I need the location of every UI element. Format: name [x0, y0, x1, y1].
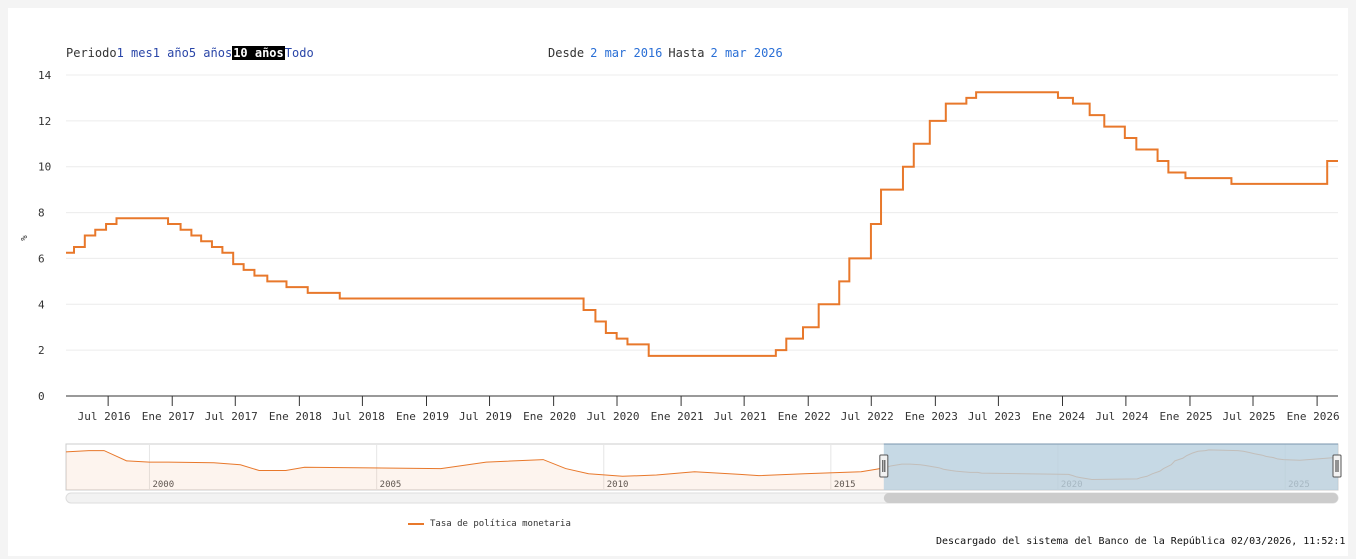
series-line-tasa-politica-monetaria[interactable]: [66, 91, 1338, 357]
date-from-label: Desde: [548, 46, 585, 60]
navigator-tick-label: 2005: [380, 480, 402, 490]
x-tick-label: Jul 2020: [587, 410, 640, 423]
scrollbar-thumb[interactable]: [883, 493, 1338, 503]
range-button-10-years[interactable]: 10 años: [232, 46, 285, 60]
navigator-tick-label: 2010: [607, 480, 629, 490]
range-button-all[interactable]: Todo: [284, 46, 314, 60]
x-tick-label: Jul 2018: [332, 410, 385, 423]
legend-item[interactable]: Tasa de política monetaria: [408, 519, 571, 529]
x-tick-label: Jul 2022: [841, 410, 894, 423]
x-tick-label: Ene 2026: [1287, 410, 1340, 423]
navigator-tick-label: 2015: [834, 480, 856, 490]
x-tick-label: Ene 2019: [396, 410, 449, 423]
x-tick-label: Jul 2021: [714, 410, 767, 423]
date-range: Desde 2 mar 2016 Hasta 2 mar 2026: [548, 45, 783, 61]
x-tick-label: Ene 2020: [523, 410, 576, 423]
y-tick-label: 4: [38, 298, 45, 311]
x-tick-label: Ene 2017: [142, 410, 195, 423]
x-tick-label: Ene 2024: [1032, 410, 1085, 423]
range-button-5-years[interactable]: 5 años: [188, 46, 233, 60]
y-tick-label: 2: [38, 344, 45, 357]
x-tick-label: Ene 2025: [1159, 410, 1212, 423]
x-tick-label: Jul 2023: [968, 410, 1021, 423]
y-tick-label: 6: [38, 252, 45, 265]
x-tick-label: Ene 2018: [269, 410, 322, 423]
x-tick-label: Jul 2017: [205, 410, 258, 423]
date-to-input[interactable]: 2 mar 2026: [710, 46, 783, 60]
plot-area[interactable]: [66, 91, 1338, 357]
y-axis: 0 2 4 6 8 10 12 14: [38, 69, 52, 403]
navigator-handle-right[interactable]: [1332, 454, 1342, 478]
y-tick-label: 12: [38, 115, 51, 128]
x-tick-label: Jul 2025: [1223, 410, 1276, 423]
date-to-label: Hasta: [668, 46, 705, 60]
navigator[interactable]: 200020052010201520202025: [65, 443, 1342, 504]
range-button-1-year[interactable]: 1 año: [152, 46, 189, 60]
range-button-1-month[interactable]: 1 mes: [116, 46, 153, 60]
credits: Descargado del sistema del Banco de la R…: [936, 536, 1346, 547]
legend-label: Tasa de política monetaria: [430, 519, 571, 529]
x-tick-label: Ene 2023: [905, 410, 958, 423]
navigator-tick-label: 2000: [152, 480, 174, 490]
y-tick-label: 14: [38, 69, 52, 82]
x-tick-label: Ene 2022: [778, 410, 831, 423]
y-axis-label: %: [20, 235, 30, 241]
x-axis: Jul 2016 Ene 2017 Jul 2017 Ene 2018 Jul 2018…: [66, 395, 1340, 423]
navigator-selection[interactable]: [883, 444, 1338, 490]
range-selector-label: Periodo: [66, 46, 117, 60]
x-tick-label: Ene 2021: [651, 410, 704, 423]
navigator-handle-left[interactable]: [879, 454, 889, 478]
x-tick-label: Jul 2016: [78, 410, 131, 423]
x-tick-label: Jul 2019: [459, 410, 512, 423]
grid-lines: [66, 74, 1338, 351]
x-tick-label: Jul 2024: [1095, 410, 1148, 423]
y-tick-label: 0: [38, 390, 45, 403]
legend-line-icon: [408, 523, 424, 525]
date-from-input[interactable]: 2 mar 2016: [590, 46, 663, 60]
y-tick-label: 10: [38, 161, 51, 174]
y-tick-label: 8: [38, 207, 45, 220]
range-selector: Periodo 1 mes 1 año 5 años 10 años Todo: [66, 45, 314, 61]
